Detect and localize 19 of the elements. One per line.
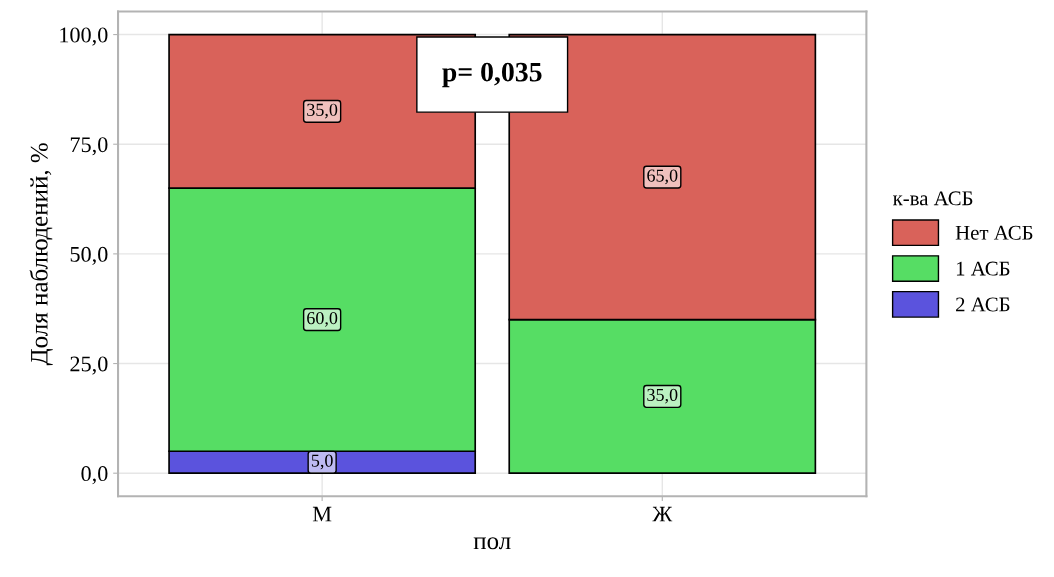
data-label: 60,0	[307, 312, 338, 327]
data-label: 5,0	[311, 454, 333, 470]
legend-label: 1 АСБ	[956, 261, 1010, 276]
data-label: 65,0	[647, 169, 678, 185]
legend-label: Нет АСБ	[955, 225, 1033, 240]
x-tick-label: Ж	[652, 506, 673, 522]
y-tick-label: 0,0	[81, 466, 108, 485]
data-label: 35,0	[647, 388, 678, 404]
y-tick-label: 50,0	[70, 246, 108, 266]
legend-title: к-ва АСБ	[893, 191, 973, 206]
y-tick-label: 25,0	[70, 356, 108, 375]
y-tick-label: 100,0	[60, 27, 108, 46]
data-label: 35,0	[307, 103, 338, 119]
y-axis-title: Доля наблюдений, %	[29, 143, 53, 366]
x-axis-title: пол	[473, 537, 511, 550]
annotation: p= 0,035	[442, 62, 542, 88]
legend-label: 2 АСБ	[956, 297, 1010, 312]
y-tick-label: 75,0	[70, 137, 108, 156]
x-tick-label: М	[312, 506, 332, 522]
